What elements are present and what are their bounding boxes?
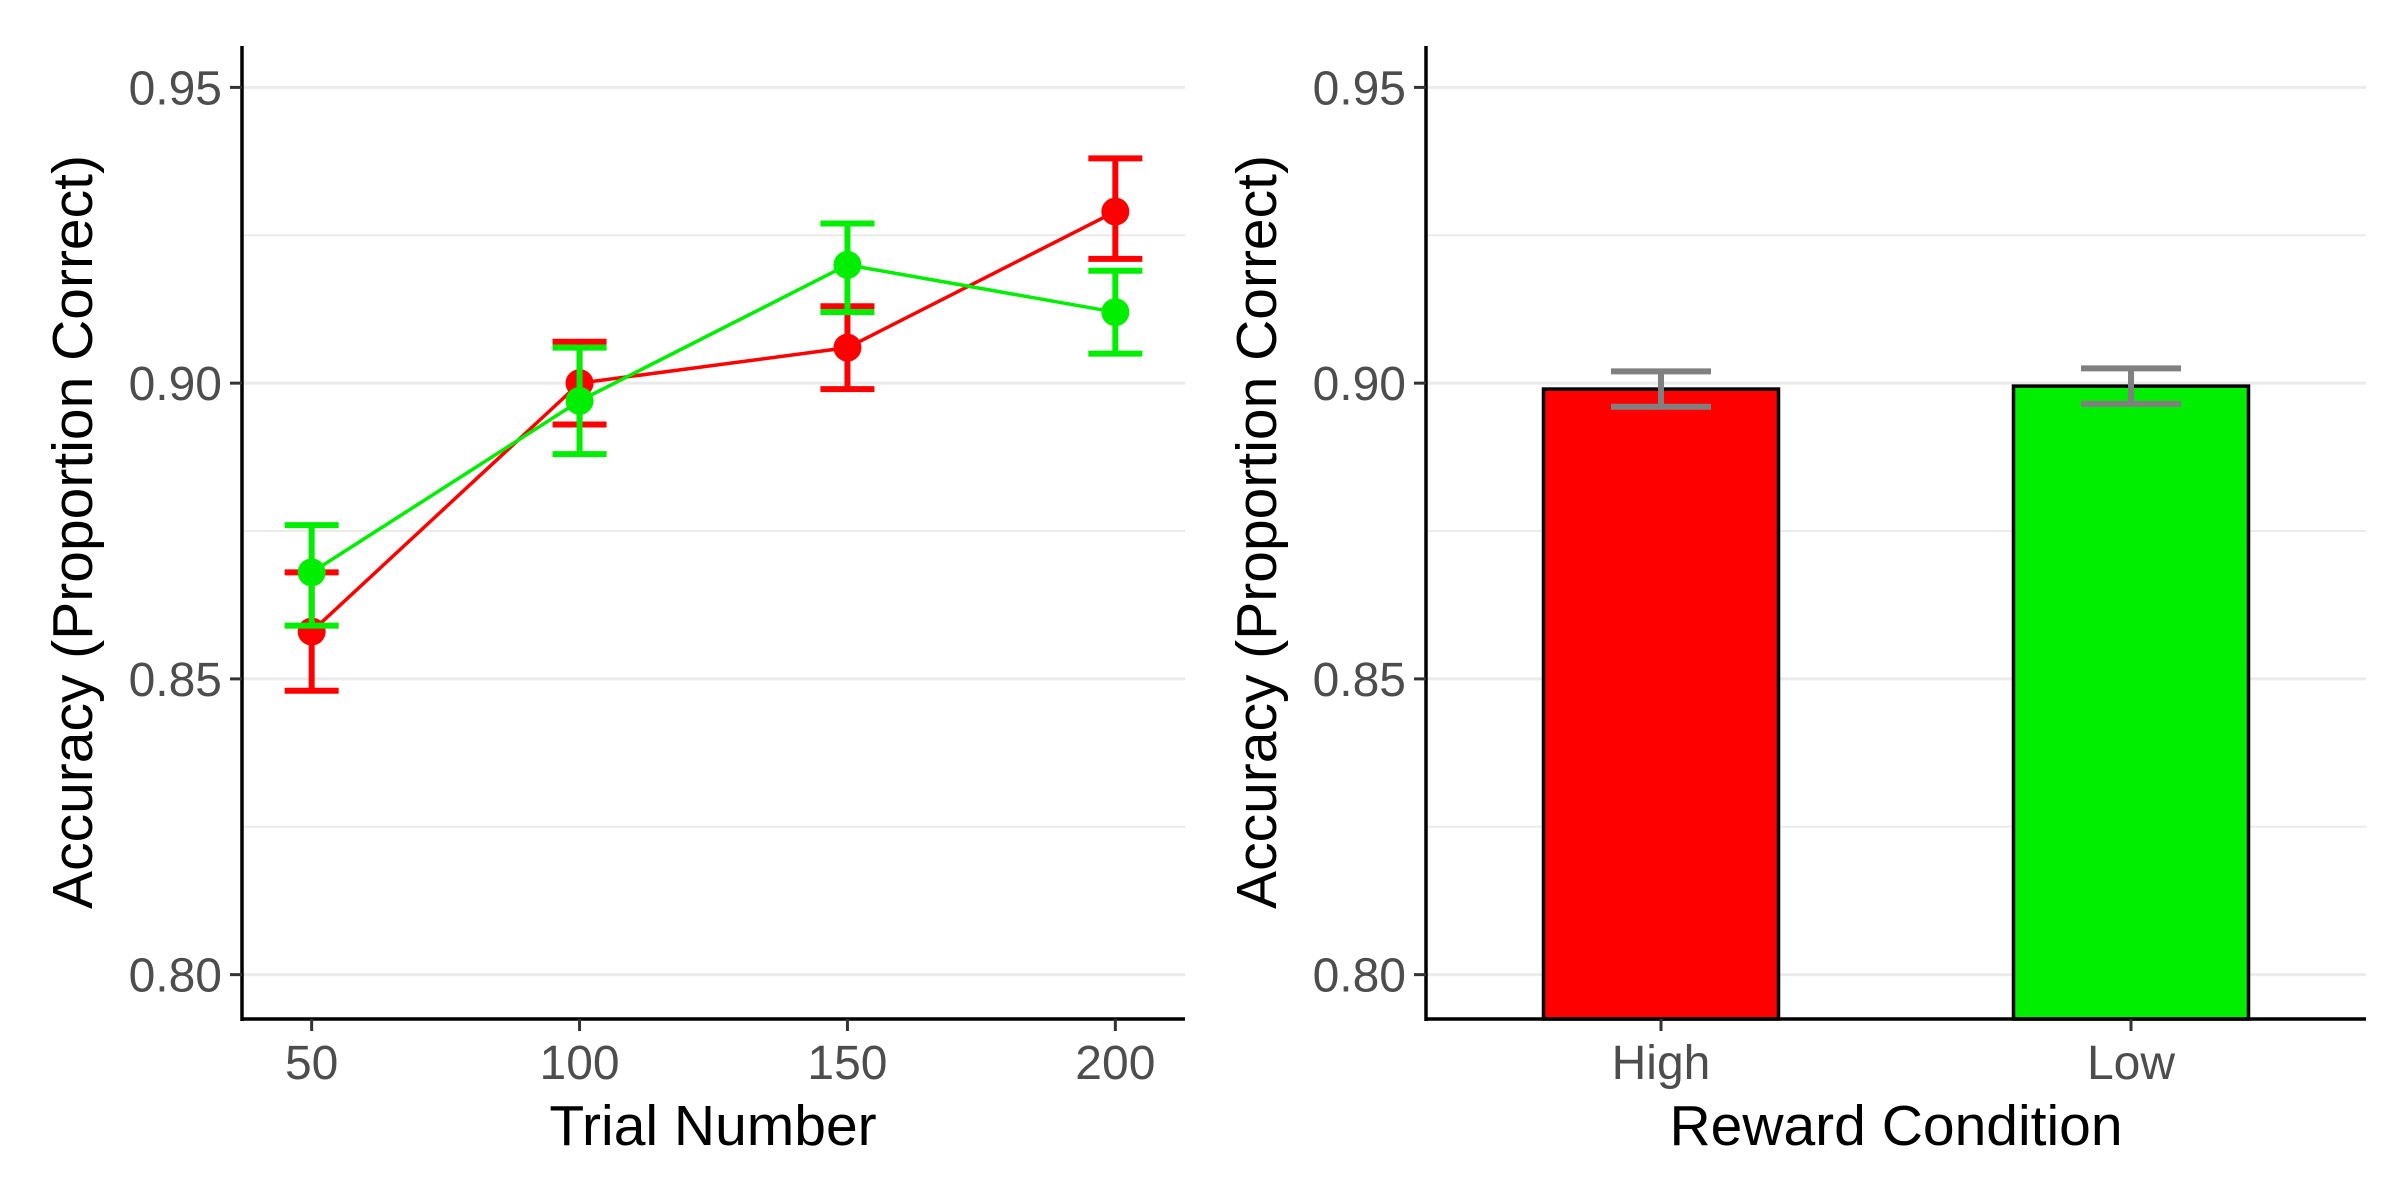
data-point bbox=[297, 558, 326, 587]
y-tick-label: 0.90 bbox=[129, 358, 222, 411]
y-axis-ticks: 0.80 0.85 0.90 0.95 bbox=[1313, 62, 1426, 1003]
series-line bbox=[310, 210, 1117, 633]
data-layer bbox=[1541, 365, 2251, 1021]
y-tick-label: 0.80 bbox=[1313, 950, 1406, 1003]
y-tick-label: 0.95 bbox=[129, 62, 222, 115]
data-point bbox=[1101, 197, 1130, 226]
x-tick-label: 50 bbox=[285, 1037, 338, 1090]
x-axis-title: Trial Number bbox=[549, 1094, 876, 1158]
y-tick-label: 0.85 bbox=[129, 654, 222, 707]
x-tick-label: 100 bbox=[540, 1037, 620, 1090]
series-0 bbox=[284, 155, 1143, 694]
data-point bbox=[565, 386, 594, 415]
bar-low bbox=[2011, 384, 2251, 1021]
error-bar bbox=[2081, 365, 2181, 407]
y-tick-label: 0.85 bbox=[1313, 654, 1406, 707]
x-tick-label: 150 bbox=[807, 1037, 887, 1090]
y-axis-title: Accuracy (Proportion Correct) bbox=[1225, 155, 1289, 909]
error-bar bbox=[1611, 368, 1711, 410]
y-tick-label: 0.80 bbox=[129, 950, 222, 1003]
bar-chart-panel: 0.80 0.85 0.90 0.95 High Low Reward Conditio… bbox=[1225, 46, 2366, 1158]
data-point bbox=[833, 250, 862, 279]
data-point bbox=[1101, 298, 1130, 327]
x-tick-label: High bbox=[1612, 1037, 1711, 1090]
x-axis-ticks: High Low bbox=[1612, 1019, 2175, 1090]
gridlines bbox=[242, 85, 1185, 977]
series-line bbox=[310, 263, 1116, 574]
data-layer bbox=[284, 155, 1143, 694]
y-axis-title: Accuracy (Proportion Correct) bbox=[41, 155, 105, 909]
line-chart-panel: 0.80 0.85 0.90 0.95 50 100 150 200 Trial Numbe… bbox=[41, 46, 1185, 1158]
x-axis-ticks: 50 100 150 200 bbox=[285, 1019, 1155, 1090]
x-tick-label: Low bbox=[2087, 1037, 2175, 1090]
y-axis-ticks: 0.80 0.85 0.90 0.95 bbox=[129, 62, 242, 1003]
bar-high bbox=[1541, 387, 1781, 1021]
x-axis-title: Reward Condition bbox=[1669, 1094, 2122, 1158]
y-tick-label: 0.90 bbox=[1313, 358, 1406, 411]
series-1 bbox=[284, 220, 1143, 629]
x-tick-label: 200 bbox=[1075, 1037, 1155, 1090]
y-tick-label: 0.95 bbox=[1313, 62, 1406, 115]
data-point bbox=[833, 333, 862, 362]
